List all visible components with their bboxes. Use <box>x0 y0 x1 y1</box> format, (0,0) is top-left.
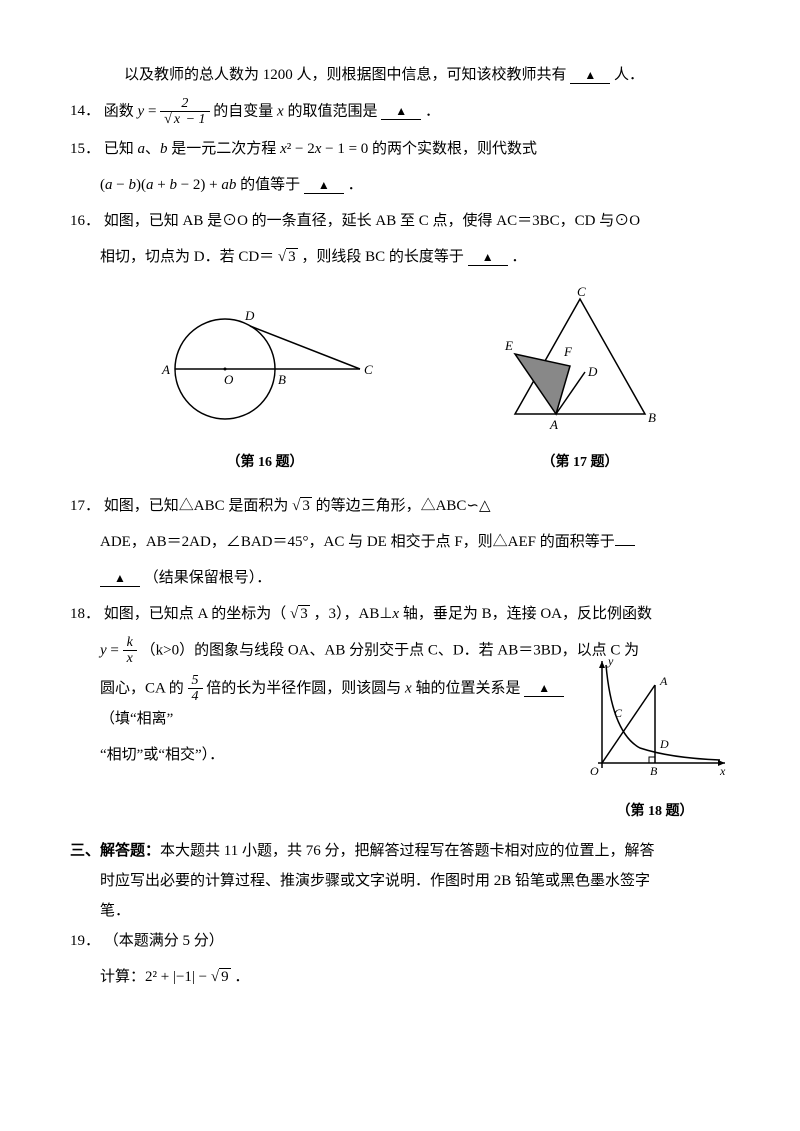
q18-text-e: 倍的长为半径作圆，则该圆与 x 轴的位置关系是 <box>206 680 520 696</box>
figure-18: O y x A B C D （第 18 题） <box>580 653 730 826</box>
q13-unit: 人． <box>614 67 644 83</box>
q15-blank: ▲ <box>304 176 344 194</box>
q14-text-b: 的自变量 x 的取值范围是 <box>213 103 377 119</box>
svg-text:O: O <box>590 764 599 778</box>
q19-text-a: （本题满分 5 分） <box>104 933 224 949</box>
q18-y: y <box>100 642 107 658</box>
svg-text:F: F <box>563 344 573 359</box>
figure-18-svg: O y x A B C D <box>580 653 730 783</box>
q17-num: 17． <box>70 491 100 521</box>
q14-text-a: 函数 <box>104 103 138 119</box>
q18-text-b: ，3），AB⊥x 轴，垂足为 B，连接 OA，反比例函数 <box>314 606 653 622</box>
svg-text:E: E <box>504 338 513 353</box>
q19-num: 19． <box>70 926 100 956</box>
q16-line2: 相切，切点为 D．若 CD＝ √3 ，则线段 BC 的长度等于 ▲ ． <box>70 242 730 272</box>
q18-text-c: （k>0）的图象与线段 OA、AB 分别交于点 C、D．若 AB＝3BD，以点 … <box>141 642 639 658</box>
svg-text:C: C <box>614 706 623 720</box>
q17-text-d: （结果保留根号）． <box>144 570 272 586</box>
q18-line2: y = k x （k>0）的图象与线段 OA、AB 分别交于点 C、D．若 AB… <box>70 635 730 667</box>
q18-kx-frac: k x <box>123 635 137 667</box>
section3-body1: 本大题共 11 小题，共 76 分，把解答过程写在答题卡相对应的位置上，解答 <box>160 843 654 859</box>
q17-blank-pre <box>615 528 635 546</box>
q13-continuation: 以及教师的总人数为 1200 人，则根据图中信息，可知该校教师共有 ▲ 人． <box>70 60 730 90</box>
q18-num: 18． <box>70 599 100 629</box>
fig18-caption: （第 18 题） <box>580 798 730 826</box>
q14-num: 14． <box>70 96 100 126</box>
q18-blank: ▲ <box>524 679 564 697</box>
section3-title: 三、解答题： <box>70 843 160 859</box>
fig17-caption: （第 17 题） <box>480 449 680 477</box>
q19-line2: 计算：2² + |−1| − √9 ． <box>70 962 730 992</box>
q18-sqrt1: 3 <box>298 605 310 622</box>
svg-text:B: B <box>278 372 286 387</box>
sqrt-icon: √ <box>211 969 219 985</box>
q17-sqrt: 3 <box>300 497 312 514</box>
svg-text:A: A <box>161 362 170 377</box>
svg-text:B: B <box>650 764 658 778</box>
svg-text:O: O <box>224 372 234 387</box>
section3-line3: 笔． <box>70 896 730 926</box>
q15: 15． 已知 a、b 是一元二次方程 x² − 2x − 1 = 0 的两个实数… <box>70 134 730 164</box>
svg-text:x: x <box>719 764 726 778</box>
q17-line2: ADE，AB＝2AD，∠BAD＝45°，AC 与 DE 相交于点 F，则△AEF… <box>70 527 730 557</box>
q18-text-d: 圆心，CA 的 <box>100 680 188 696</box>
q16-num: 16． <box>70 206 100 236</box>
q15-text-b: (a − b)(a + b − 2) + ab 的值等于 <box>100 177 300 193</box>
q15-line2: (a − b)(a + b − 2) + ab 的值等于 ▲ ． <box>70 170 730 200</box>
figures-16-17: A O B C D （第 16 题） C E F D A B （第 17 题） <box>70 284 730 477</box>
figure-17-svg: C E F D A B <box>480 284 680 434</box>
q17: 17． 如图，已知△ABC 是面积为 √3 的等边三角形，△ABC∽△ <box>70 491 730 521</box>
q18-text-g: “相切”或“相交”）． <box>100 747 224 763</box>
q19: 19． （本题满分 5 分） <box>70 926 730 956</box>
svg-text:D: D <box>659 737 669 751</box>
q15-end: ． <box>348 177 363 193</box>
svg-text:C: C <box>577 284 586 299</box>
q19-text-b: 计算：2² + |−1| − <box>100 969 211 985</box>
svg-text:C: C <box>364 362 373 377</box>
q17-text-a: 如图，已知△ABC 是面积为 <box>104 498 289 514</box>
q16: 16． 如图，已知 AB 是⊙O 的一条直径，延长 AB 至 C 点，使得 AC… <box>70 206 730 236</box>
section-3: 三、解答题：本大题共 11 小题，共 76 分，把解答过程写在答题卡相对应的位置… <box>70 836 730 926</box>
q14-y: y <box>138 103 145 119</box>
q17-text-b: 的等边三角形，△ABC∽△ <box>316 498 491 514</box>
section3-line2: 时应写出必要的计算过程、推演步骤或文字说明．作图时用 2B 铅笔或黑色墨水签字 <box>70 866 730 896</box>
fig16-caption: （第 16 题） <box>150 449 380 477</box>
q16-text-a: 如图，已知 AB 是⊙O 的一条直径，延长 AB 至 C 点，使得 AC＝3BC… <box>104 213 640 229</box>
q14-end: ． <box>425 103 440 119</box>
svg-text:D: D <box>587 364 598 379</box>
q15-text-a: 已知 a、b 是一元二次方程 x² − 2x − 1 = 0 的两个实数根，则代… <box>104 141 537 157</box>
q16-blank: ▲ <box>468 248 508 266</box>
svg-text:A: A <box>549 417 558 432</box>
q18-text-f: （填“相离” <box>100 711 173 727</box>
q16-end: ． <box>511 249 526 265</box>
svg-text:B: B <box>648 410 656 425</box>
q17-blank: ▲ <box>100 569 140 587</box>
q18-text-a: 如图，已知点 A 的坐标为（ <box>104 606 287 622</box>
q16-text-c: ，则线段 BC 的长度等于 <box>301 249 464 265</box>
figure-16-svg: A O B C D <box>150 294 380 434</box>
q16-sqrt: 3 <box>286 248 298 265</box>
figure-16: A O B C D （第 16 题） <box>150 294 380 477</box>
figure-17: C E F D A B （第 17 题） <box>480 284 680 477</box>
q13-blank: ▲ <box>570 66 610 84</box>
q19-end: ． <box>234 969 249 985</box>
q18: 18． 如图，已知点 A 的坐标为（ √3 ，3），AB⊥x 轴，垂足为 B，连… <box>70 599 730 629</box>
section3-line1: 三、解答题：本大题共 11 小题，共 76 分，把解答过程写在答题卡相对应的位置… <box>70 836 730 866</box>
q16-text-b: 相切，切点为 D．若 CD＝ <box>100 249 274 265</box>
q17-text-c: ADE，AB＝2AD，∠BAD＝45°，AC 与 DE 相交于点 F，则△AEF… <box>100 534 615 550</box>
q18-54-frac: 5 4 <box>188 673 203 705</box>
q13-text: 以及教师的总人数为 1200 人，则根据图中信息，可知该校教师共有 <box>124 67 567 83</box>
q19-sqrt: 9 <box>219 968 231 985</box>
q14-blank: ▲ <box>381 102 421 120</box>
sqrt-icon: √ <box>278 249 286 265</box>
q17-line3: ▲ （结果保留根号）． <box>70 563 730 593</box>
q14: 14． 函数 y = 2 √x − 1 的自变量 x 的取值范围是 ▲ ． <box>70 96 730 128</box>
q14-fraction: 2 √x − 1 <box>160 96 209 128</box>
svg-text:D: D <box>244 308 255 323</box>
svg-text:A: A <box>659 674 668 688</box>
q15-num: 15． <box>70 134 100 164</box>
